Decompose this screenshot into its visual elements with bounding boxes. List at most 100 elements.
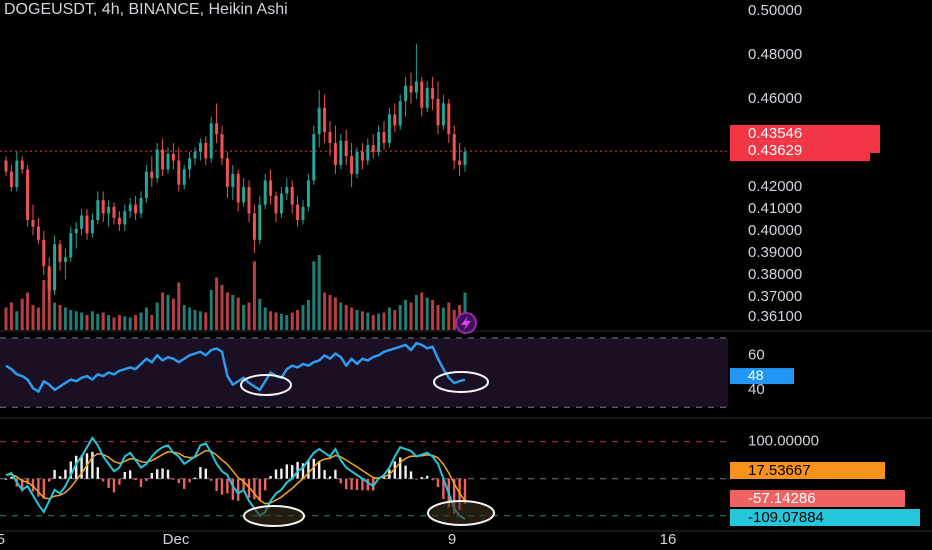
candle-body <box>15 160 19 187</box>
candle <box>4 156 8 176</box>
macd-tick-label: 100.00000 <box>748 433 819 450</box>
candle <box>36 217 40 245</box>
candle <box>290 180 294 214</box>
candle <box>171 143 175 170</box>
macd-histogram-bar <box>274 469 278 479</box>
candle <box>463 147 467 172</box>
candle-body <box>134 204 138 214</box>
candle-body <box>387 114 391 143</box>
macd-histogram-bar <box>285 464 288 479</box>
volume-bar <box>323 292 327 330</box>
candle <box>414 44 418 99</box>
candle-body <box>112 206 116 218</box>
candle <box>441 94 445 130</box>
candle <box>107 200 111 227</box>
macd-histogram-bar <box>264 478 267 491</box>
macd-histogram-bar <box>404 465 407 479</box>
macd-histogram-bar <box>188 478 191 483</box>
macd-histogram-bar <box>156 469 159 479</box>
macd-highlight-circle <box>427 500 495 526</box>
candle-body <box>301 206 305 220</box>
candle-body <box>236 173 240 203</box>
candle <box>285 178 289 201</box>
candle <box>366 138 370 165</box>
macd-highlight-circle <box>243 505 305 527</box>
price-tick-label: 0.38000 <box>748 266 802 283</box>
volume-bar <box>371 315 375 330</box>
candle-body <box>182 169 186 185</box>
candle-body <box>274 195 278 214</box>
candle <box>58 239 62 271</box>
volume-bar <box>182 305 186 330</box>
candlesticks <box>4 44 467 302</box>
candle <box>20 156 24 174</box>
candle <box>296 195 300 227</box>
price-axis[interactable]: 0.50000 0.48000 0.46000 0.42000 0.41000 0.400… <box>730 2 920 526</box>
volume-bar <box>96 313 100 330</box>
candle <box>339 134 343 170</box>
volume-bar <box>204 312 208 330</box>
volume-bar <box>387 307 391 330</box>
time-axis[interactable]: 5 Dec 9 16 <box>0 530 932 548</box>
volume-bar <box>452 310 456 330</box>
candle <box>128 198 132 218</box>
volume-bar <box>128 317 132 330</box>
macd-histogram-bar <box>4 478 8 480</box>
volume-bar <box>328 295 332 330</box>
candle-body <box>139 198 143 214</box>
candle <box>328 121 332 157</box>
candle <box>225 151 229 198</box>
macd-histogram-bar <box>215 478 218 492</box>
macd-histogram-bar <box>226 478 229 494</box>
candle-body <box>225 158 229 187</box>
candle <box>436 81 440 135</box>
candle-body <box>85 215 89 234</box>
candle-body <box>220 134 224 159</box>
macd-histogram-bar <box>409 471 413 479</box>
macd-histogram-bar <box>75 455 78 479</box>
macd-histogram-bar <box>393 461 396 479</box>
macd-histogram-bar <box>118 478 121 485</box>
candle <box>63 248 67 280</box>
candle-body <box>231 173 235 187</box>
candle-body <box>96 200 100 220</box>
candle <box>198 138 202 161</box>
macd-histogram-bar <box>21 478 24 492</box>
candle <box>96 191 100 225</box>
candle <box>101 191 105 223</box>
candle-body <box>161 149 165 170</box>
candle <box>452 125 456 170</box>
macd-pane <box>0 436 728 527</box>
candle <box>409 72 413 104</box>
price-tick-label: 0.42000 <box>748 178 802 195</box>
macd-histogram-bar <box>258 478 261 501</box>
candle <box>258 195 262 245</box>
volume-bar <box>53 302 57 330</box>
histogram-value-badge <box>730 490 905 507</box>
candle <box>425 81 429 113</box>
candle-body <box>263 180 267 205</box>
candle <box>209 116 213 163</box>
macd-histogram-bar <box>431 478 434 481</box>
candle-body <box>209 123 213 159</box>
volume-bar <box>15 311 19 330</box>
rsi-tick-label: 60 <box>748 346 765 363</box>
volume-bar <box>58 305 62 330</box>
volume-bar <box>4 307 8 330</box>
macd-histogram-bar <box>172 478 175 480</box>
candle-body <box>204 143 208 159</box>
candle <box>80 209 84 236</box>
rsi-value-label: 48 <box>748 367 764 383</box>
macd-histogram-bar <box>345 478 348 490</box>
volume-bar <box>258 298 262 330</box>
signal-value-badge <box>730 462 885 479</box>
macd-histogram-bar <box>253 478 256 500</box>
price-tick-label: 0.40000 <box>748 222 802 239</box>
candle-body <box>436 99 440 126</box>
candle-body <box>441 103 445 126</box>
macd-histogram-bar <box>193 477 197 479</box>
candle-body <box>47 266 51 291</box>
volume-bar <box>101 312 105 330</box>
candle-body <box>150 171 154 179</box>
